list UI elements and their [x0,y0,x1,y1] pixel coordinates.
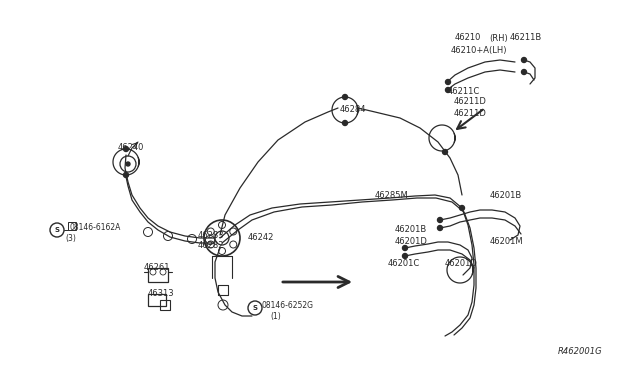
Circle shape [442,150,447,154]
Text: 46201B: 46201B [395,225,428,234]
Circle shape [342,121,348,125]
Text: 46201M: 46201M [490,237,524,246]
Text: 46201D: 46201D [445,260,478,269]
Circle shape [403,253,408,259]
Text: 46201D: 46201D [395,237,428,246]
Text: S: S [253,305,257,311]
Text: 46211D: 46211D [454,109,487,118]
Text: 46211D: 46211D [454,97,487,106]
Circle shape [403,246,408,250]
Text: 46201B: 46201B [490,192,522,201]
Text: 46283: 46283 [198,231,225,241]
Circle shape [124,173,129,177]
Text: S: S [54,227,60,233]
Text: 46285M: 46285M [375,190,409,199]
Text: 46211B: 46211B [510,33,542,42]
Text: 46313: 46313 [148,289,175,298]
Text: 46240: 46240 [118,144,145,153]
Circle shape [438,225,442,231]
Circle shape [438,218,442,222]
Circle shape [445,87,451,93]
Circle shape [342,94,348,99]
Text: 46261: 46261 [144,263,170,273]
Text: 46284: 46284 [340,106,367,115]
Text: 08146-6252G: 08146-6252G [262,301,314,311]
Text: 46211C: 46211C [448,87,480,96]
Circle shape [445,80,451,84]
Circle shape [460,205,465,211]
Text: 46201C: 46201C [388,260,420,269]
Bar [68,222,76,230]
Text: (1): (1) [270,311,281,321]
Bar [160,300,170,310]
Text: R462001G: R462001G [558,347,603,356]
Text: 46210: 46210 [455,33,481,42]
Text: 46282: 46282 [198,241,225,250]
Text: 08146-6162A: 08146-6162A [70,224,122,232]
Circle shape [522,70,527,74]
Circle shape [126,162,130,166]
Text: 46242: 46242 [248,234,275,243]
Bar [148,294,166,306]
Text: (RH): (RH) [489,33,508,42]
Text: 46210+A(LH): 46210+A(LH) [451,45,508,55]
Circle shape [124,147,129,151]
Circle shape [522,58,527,62]
Text: (3): (3) [65,234,76,243]
Bar [148,268,168,282]
